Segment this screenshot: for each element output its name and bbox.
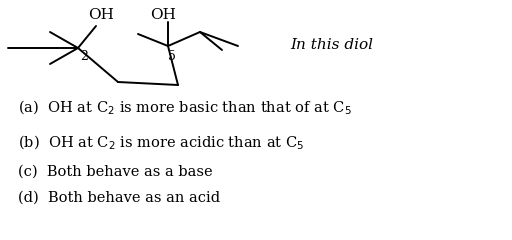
Text: OH: OH bbox=[88, 8, 114, 22]
Text: (b)  OH at C$_2$ is more acidic than at C$_5$: (b) OH at C$_2$ is more acidic than at C… bbox=[18, 134, 304, 152]
Text: In this diol: In this diol bbox=[290, 38, 373, 52]
Text: 2: 2 bbox=[80, 50, 88, 63]
Text: OH: OH bbox=[150, 8, 176, 22]
Text: (d)  Both behave as an acid: (d) Both behave as an acid bbox=[18, 191, 220, 205]
Text: (c)  Both behave as a base: (c) Both behave as a base bbox=[18, 165, 212, 179]
Text: (a)  OH at C$_2$ is more basic than that of at C$_5$: (a) OH at C$_2$ is more basic than that … bbox=[18, 99, 352, 117]
Text: 5: 5 bbox=[168, 50, 176, 63]
